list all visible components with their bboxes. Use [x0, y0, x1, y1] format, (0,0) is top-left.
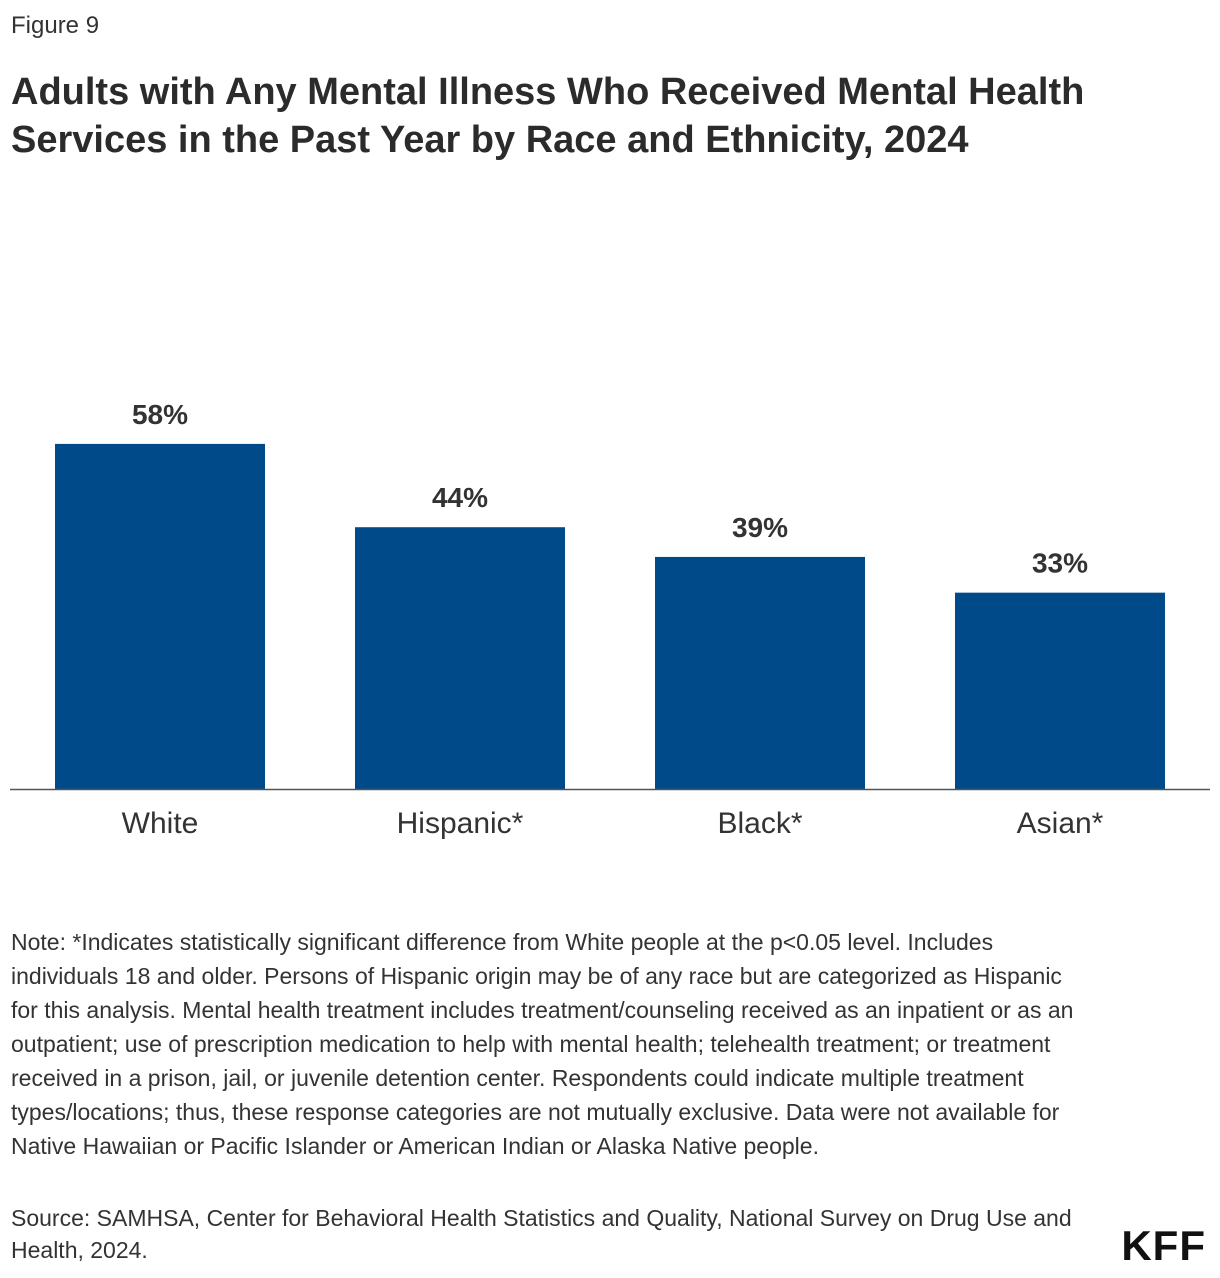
bar-chart: 58% White 44% Hispanic* 39% Black* 33% Asian*: [0, 380, 1220, 860]
category-label-hispanic: Hispanic*: [397, 807, 524, 840]
data-label-asian: 33%: [1032, 548, 1088, 579]
data-label-white: 58%: [132, 399, 188, 430]
category-label-black: Black*: [717, 807, 802, 840]
category-label-asian: Asian*: [1017, 807, 1104, 840]
chart-source: Source: SAMHSA, Center for Behavioral He…: [11, 1205, 1072, 1263]
bar-hispanic: [355, 527, 565, 789]
kff-logo: KFF: [1121, 1222, 1206, 1269]
data-label-hispanic: 44%: [432, 482, 488, 513]
category-label-white: White: [122, 807, 199, 840]
bar-asian: [955, 592, 1165, 789]
data-label-black: 39%: [732, 512, 788, 543]
figure-label: Figure 9: [11, 12, 100, 39]
chart-note: Note: *Indicates statistically significa…: [11, 929, 1074, 1159]
bar-black: [655, 556, 865, 789]
bar-chart-svg: 58% White 44% Hispanic* 39% Black* 33% Asian*: [10, 399, 1210, 840]
bar-white: [55, 443, 265, 789]
chart-title: Adults with Any Mental Illness Who Recei…: [11, 71, 1085, 161]
